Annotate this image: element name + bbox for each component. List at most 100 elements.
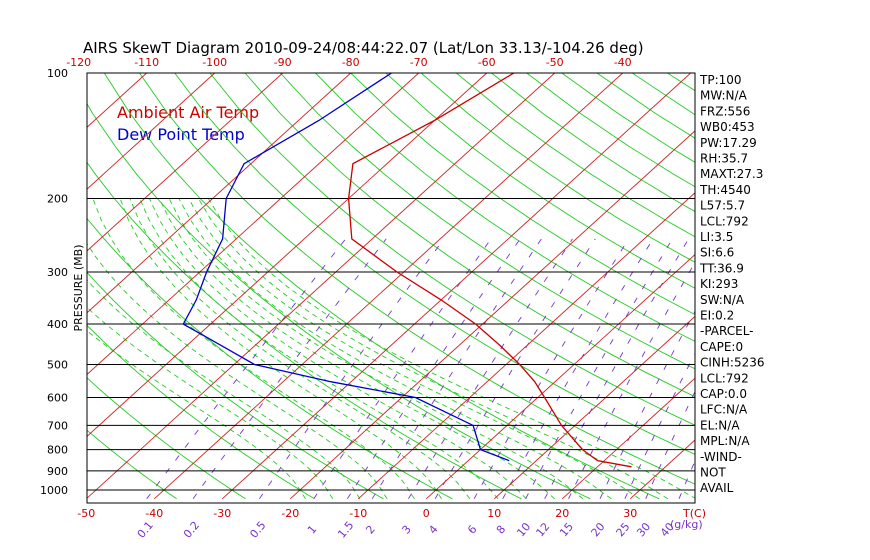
mixing-ratio-tick-label: 10 [514,520,533,539]
mixing-ratio-tick-label: 0.2 [181,519,202,541]
dry-adiabat-line [456,73,695,238]
side-panel-item: CINH:5236 [700,356,765,370]
moist-adiabat-line [198,198,669,500]
chart-title: AIRS SkewT Diagram 2010-09-24/08:44:22.0… [83,39,644,57]
data-series [182,73,632,468]
moist-adiabat-line [149,198,527,500]
isotherm-line [0,73,11,499]
side-panel-item: EI:0.2 [700,309,734,323]
mixing-ratio-tick-label: 4 [426,523,440,537]
dry-adiabat-line [244,73,695,398]
isotherm-line [221,73,692,500]
dry-adiabat-line [315,73,695,342]
moist-adiabat-line [139,198,499,500]
dry-adiabat-line [87,102,591,500]
isotherm-line [561,377,695,500]
isotherm-line [87,73,488,437]
mixing-ratio-tick-label: 1 [305,523,319,537]
side-panel-item: CAPE:0 [700,340,743,354]
top-temp-tick-label: -80 [342,56,360,69]
dry-adiabat-line [174,73,695,455]
y-axis-label: PRESSURE (MB) [72,245,85,332]
isotherm-line [289,130,695,500]
mixing-ratio-line [525,238,673,500]
ambient-air-temp-line [347,73,632,468]
side-panel-item: RH:35.7 [700,152,748,166]
mixing-ratio-line [599,310,695,499]
side-panel-item: TP:100 [699,73,742,87]
isotherm-line [87,73,420,376]
dry-adiabat-line [808,73,870,499]
isotherm-line [834,73,870,499]
side-panel-item: FRZ:556 [700,104,750,118]
dry-adiabat-line [87,377,246,500]
mixing-ratio-tick-label: 6 [465,523,479,537]
top-temp-tick-label: -90 [274,56,292,69]
mixing-ratio-tick-label: 15 [557,520,576,539]
pressure-tick-label: 1000 [40,484,68,497]
top-temp-tick-label: -100 [202,56,227,69]
dry-adiabat-line [491,73,695,213]
side-panel-item: MAXT:27.3 [700,167,763,181]
side-panel-item: MW:N/A [700,89,748,103]
mixing-ratio-line [568,261,695,499]
dry-adiabat-line [87,429,177,500]
side-panel-item: PW:17.29 [700,136,757,150]
moist-adiabat-line [92,198,415,500]
mixing-ratio-tick-label: 20 [589,520,608,539]
side-panel-item: KI:293 [700,277,738,291]
dry-adiabat-line [843,73,870,499]
moist-adiabat-line [87,306,334,500]
dry-adiabat-line [87,161,522,500]
dry-adiabat-line [279,73,695,370]
dry-adiabat-line [420,73,695,263]
moist-adiabat-line [129,198,471,500]
legend-dew-point-temp: Dew Point Temp [117,125,245,144]
side-panel-item: TH:4540 [699,183,751,197]
mixing-ratio-unit-label: (g/kg) [670,518,703,531]
mixing-ratio-line [146,238,346,500]
bottom-temp-tick-label: 10 [487,507,501,520]
dew-point-temp-line [182,73,510,462]
pressure-tick-label: 400 [47,318,68,331]
side-panel-item: EL:N/A [700,418,740,432]
side-panel-item: CAP:0.0 [700,387,747,401]
isotherm-line [87,73,556,499]
top-temp-tick-label: -40 [614,56,632,69]
moist-adiabat-line [158,198,555,500]
dry-adiabat-line [209,73,695,426]
side-panel-item: LFC:N/A [700,403,748,417]
pressure-tick-label: 200 [47,193,68,206]
isotherm-line [87,73,284,252]
moist-adiabat-line [87,242,388,500]
moist-adiabat-line [207,198,695,499]
side-panel-item: MPL:N/A [700,434,750,448]
pressure-tick-label: 500 [47,358,68,371]
mixing-ratio-line [502,238,654,500]
top-temp-tick-label: -120 [66,56,91,69]
mixing-ratio-line [313,238,492,500]
x-axis-label: T(C) [682,507,706,520]
plot-frame [86,72,696,504]
isotherm-line [766,73,870,499]
side-panel-item: LCL:792 [700,214,749,228]
bottom-temp-tick-label: -20 [281,507,299,520]
dry-adiabat-line [773,73,870,499]
mixing-ratio-tick-label: 0.1 [135,519,156,541]
dry-adiabat-line [350,73,695,316]
legend-ambient-air-temp: Ambient Air Temp [117,103,259,122]
bottom-temp-tick-label: 0 [423,507,430,520]
moist-adiabat-line [87,279,361,500]
side-panel-item: AVAIL [700,481,734,495]
dry-adiabat-line [87,324,315,500]
side-panel-item: -PARCEL- [700,324,754,338]
moist-adiabat-line [119,198,442,500]
isotherm-line [87,73,352,314]
pressure-tick-label: 100 [47,67,68,80]
side-panel-item: -WIND- [700,450,742,464]
side-panel-item: SW:N/A [700,293,745,307]
mixing-ratio-tick-label: 12 [533,520,552,539]
mixing-ratio-tick-label: 25 [614,520,633,539]
pressure-tick-label: 800 [47,444,68,457]
